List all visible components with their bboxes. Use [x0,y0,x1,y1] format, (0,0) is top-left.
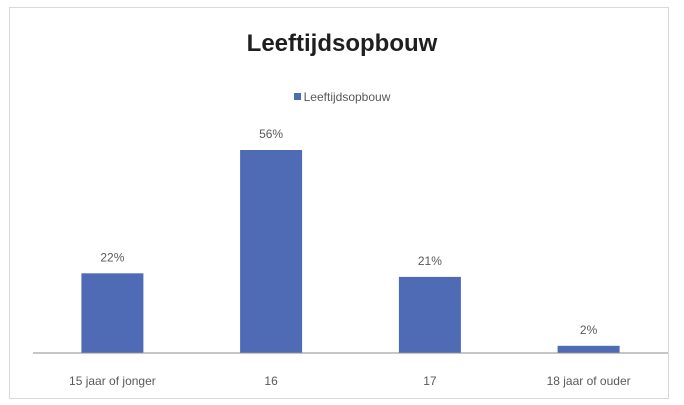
data-label: 56% [259,127,283,141]
legend: Leeftijdsopbouw [0,90,684,104]
chart-title: Leeftijdsopbouw [246,30,438,57]
x-tick-label: 17 [423,374,437,388]
x-tick-label: 18 jaar of ouder [547,374,631,388]
tick-labels: 15 jaar of jonger 16 17 18 jaar of ouder [69,374,631,388]
legend-label: Leeftijdsopbouw [303,90,391,104]
bar [240,150,303,353]
bar [557,345,620,354]
data-label: 22% [100,250,124,264]
data-labels: 22% 56% 21% 2% [100,127,597,337]
bar [398,276,461,353]
bar [81,273,144,354]
bars [81,150,620,354]
x-tick-label: 15 jaar of jonger [69,374,156,388]
data-label: 21% [418,254,442,268]
legend-swatch [293,93,301,101]
x-tick-label: 16 [264,374,278,388]
data-label: 2% [580,323,598,337]
